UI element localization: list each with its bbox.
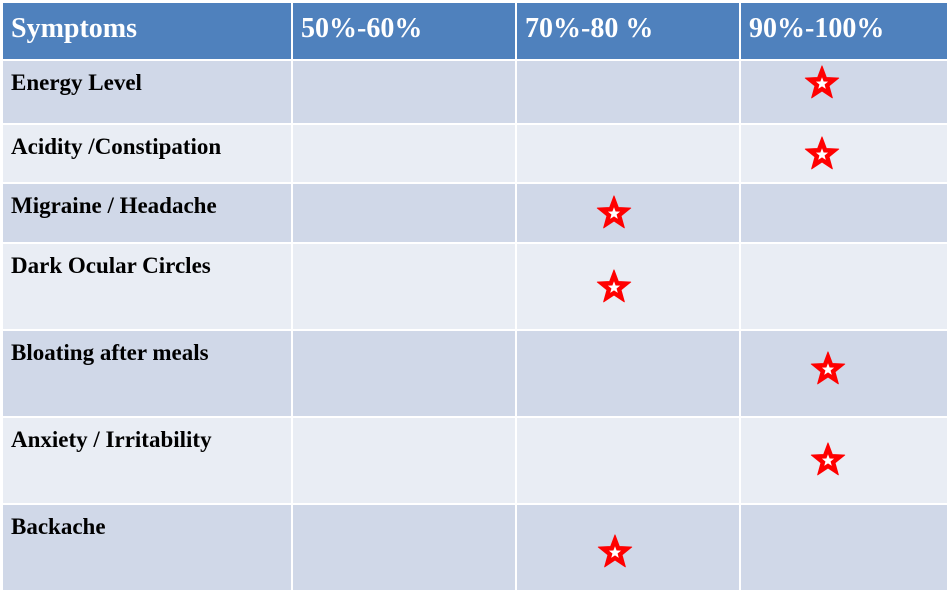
header-90-100: 90%-100%: [741, 3, 947, 59]
star-icon: [810, 351, 846, 385]
cell-90-100: [741, 244, 947, 329]
row-label: Migraine / Headache: [3, 184, 291, 242]
row-label: Bloating after meals: [3, 331, 291, 416]
row-label: Acidity /Constipation: [3, 125, 291, 182]
cell-70-80: [517, 505, 739, 590]
star-icon: [804, 136, 840, 170]
cell-90-100: [741, 505, 947, 590]
cell-50-60: [293, 244, 515, 329]
cell-50-60: [293, 125, 515, 182]
row-label: Backache: [3, 505, 291, 590]
cell-70-80: [517, 331, 739, 416]
header-70-80: 70%-80 %: [517, 3, 739, 59]
cell-50-60: [293, 184, 515, 242]
cell-90-100: [741, 331, 947, 416]
row-label: Energy Level: [3, 61, 291, 123]
cell-50-60: [293, 61, 515, 123]
cell-50-60: [293, 418, 515, 503]
header-50-60: 50%-60%: [293, 3, 515, 59]
cell-70-80: [517, 125, 739, 182]
symptom-table: Symptoms 50%-60% 70%-80 % 90%-100% Energ…: [3, 3, 947, 590]
cell-50-60: [293, 331, 515, 416]
cell-90-100: [741, 184, 947, 242]
star-icon: [596, 269, 632, 303]
header-symptoms: Symptoms: [3, 3, 291, 59]
cell-90-100: [741, 61, 947, 123]
star-icon: [596, 195, 632, 229]
cell-70-80: [517, 61, 739, 123]
cell-50-60: [293, 505, 515, 590]
row-label: Anxiety / Irritability: [3, 418, 291, 503]
cell-90-100: [741, 125, 947, 182]
cell-70-80: [517, 184, 739, 242]
star-icon: [804, 65, 840, 99]
star-icon: [597, 534, 633, 568]
cell-70-80: [517, 418, 739, 503]
cell-70-80: [517, 244, 739, 329]
star-icon: [810, 442, 846, 476]
cell-90-100: [741, 418, 947, 503]
row-label: Dark Ocular Circles: [3, 244, 291, 329]
